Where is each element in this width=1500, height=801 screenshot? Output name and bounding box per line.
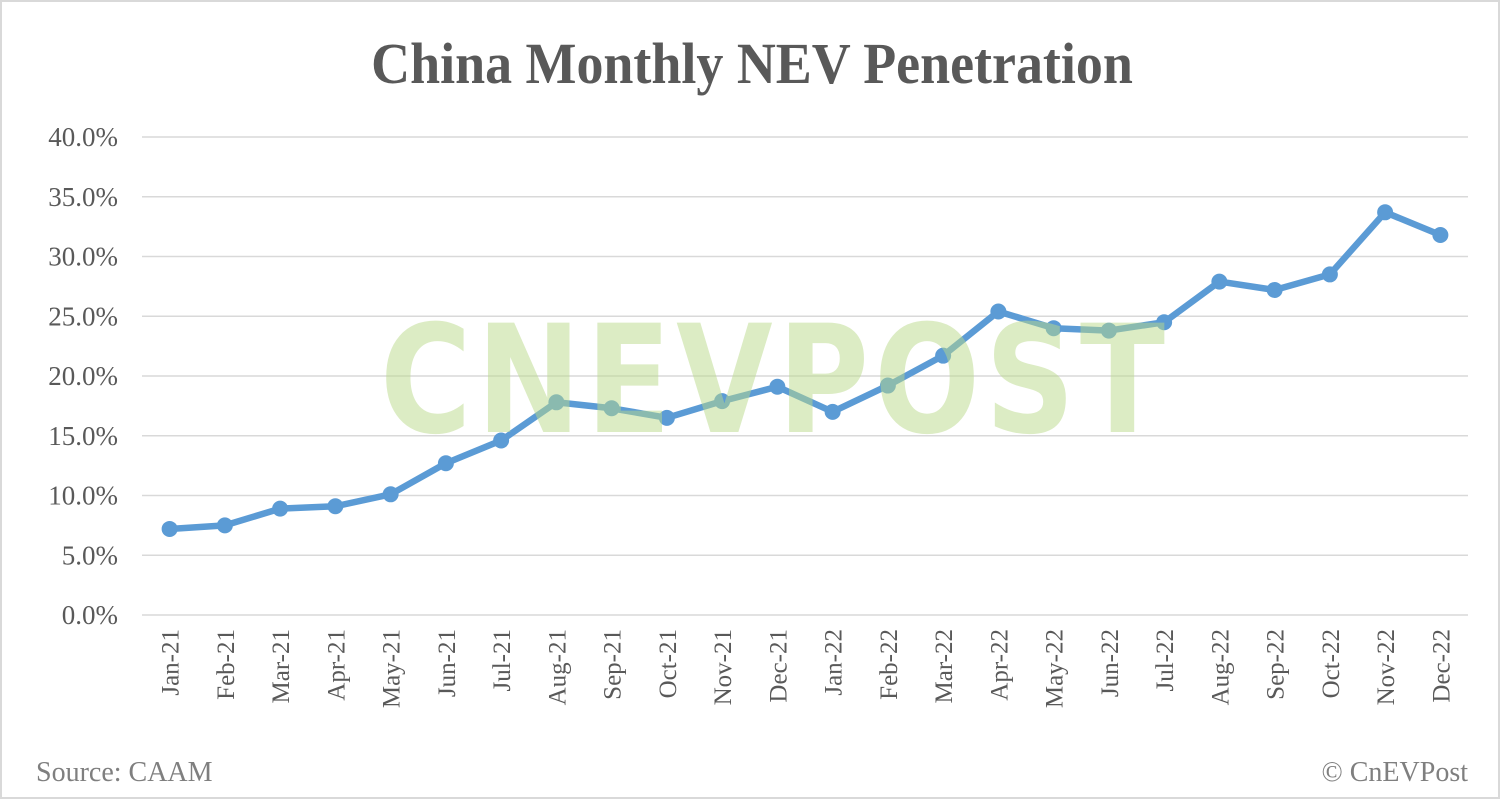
x-tick-label: Mar-22 [931,629,958,703]
y-tick-label: 30.0% [48,242,118,272]
series-line [169,209,1442,533]
series-nev-penetration [161,204,1449,537]
x-tick-label: Feb-22 [876,629,903,700]
x-axis-ticks: Jan-21 Feb-21 Mar-21 Apr-21 May-21 Jun-21 Jul-… [158,629,1456,708]
y-axis-ticks: 0.0% 5.0% 10.0% 15.0% 20.0% 25.0% 30.0% 35.0% 40… [48,122,118,630]
data-point-marker [1377,204,1394,221]
watermark-logo: CNEVPOST [380,294,1170,468]
x-tick-label: Jul-22 [1152,629,1179,692]
y-tick-label: 15.0% [48,421,118,451]
x-tick-label: May-21 [379,629,406,708]
x-tick-label: Sep-22 [1263,629,1290,700]
x-tick-label: Aug-22 [1207,629,1234,705]
y-tick-label: 10.0% [48,481,118,511]
x-tick-label: Nov-22 [1373,629,1400,705]
x-tick-label: Sep-21 [600,629,627,700]
y-tick-label: 25.0% [48,301,118,331]
data-point-marker [879,377,896,394]
gridlines [142,136,1468,616]
data-point-marker [658,409,675,426]
y-tick-label: 0.0% [62,600,118,630]
x-tick-label: Aug-21 [544,629,571,705]
x-tick-label: Dec-22 [1428,629,1455,703]
x-tick-label: Mar-21 [268,629,295,703]
chart-title: China Monthly NEV Penetration [371,31,1133,96]
data-point-marker [769,378,786,395]
data-point-marker [1211,273,1228,290]
y-tick-label: 20.0% [48,361,118,391]
x-tick-label: Jul-21 [489,629,516,692]
x-tick-label: Jan-21 [158,629,185,696]
x-tick-label: Jun-21 [434,629,461,697]
copyright-note: © CnEVPost [1321,757,1468,788]
data-point-marker [1266,281,1283,298]
x-tick-label: Apr-22 [986,629,1013,701]
x-tick-label: Feb-21 [213,629,240,700]
x-tick-label: Apr-21 [323,629,350,701]
data-point-marker [382,486,399,503]
x-tick-label: May-22 [1042,629,1069,708]
data-point-marker [1321,266,1338,283]
data-point-marker [824,403,841,420]
data-point-marker [548,394,565,411]
x-tick-label: Oct-21 [655,629,682,698]
x-tick-label: Dec-21 [765,629,792,703]
source-note: Source: CAAM [36,757,213,788]
data-point-marker [493,432,510,449]
y-tick-label: 5.0% [62,540,118,570]
data-point-marker [437,455,454,472]
data-point-marker [216,517,233,534]
x-tick-label: Nov-21 [710,629,737,705]
data-point-marker [603,400,620,417]
data-point-marker [990,303,1007,320]
data-point-marker [1156,314,1173,331]
data-point-marker [161,520,178,537]
y-tick-label: 35.0% [48,182,118,212]
data-point-marker [1045,320,1062,337]
data-point-marker [272,500,289,517]
x-tick-label: Oct-22 [1318,629,1345,698]
x-tick-label: Jun-22 [1097,629,1124,697]
y-tick-label: 40.0% [48,122,118,152]
data-point-marker [1432,226,1449,243]
data-point-marker [1100,322,1117,339]
data-point-marker [714,393,731,410]
x-tick-label: Jan-22 [821,629,848,696]
data-point-marker [935,347,952,364]
data-point-marker [327,498,344,515]
